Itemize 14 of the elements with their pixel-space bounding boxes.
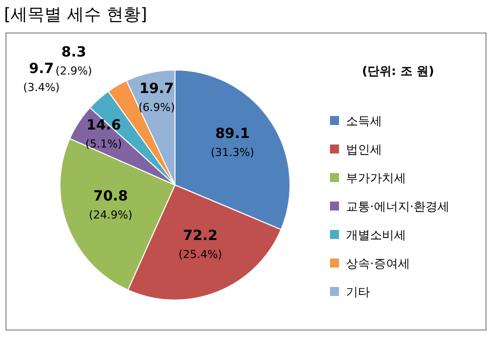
- data-label: 89.1 (31.3%): [210, 126, 254, 159]
- data-label: 72.2 (25.4%): [178, 228, 222, 262]
- data-label: 70.8 (24.9%): [88, 188, 132, 222]
- data-label: 8.3 (2.9%): [56, 44, 92, 78]
- chart-title: [세목별 세수 현황]: [4, 5, 148, 25]
- legend-label: 법인세: [346, 142, 382, 156]
- legend-label: 상속·증여세: [346, 256, 410, 270]
- legend-label: 부가가치세: [346, 171, 406, 185]
- legend-label: 기타: [346, 285, 370, 299]
- legend-label: 개별소비세: [346, 228, 406, 242]
- legend-label: 소득세: [346, 114, 382, 128]
- legend-label: 교통·에너지·환경세: [346, 200, 450, 214]
- legend-title: (단위: 조 원): [362, 64, 434, 78]
- data-label: 19.7 (6.9%): [138, 80, 175, 114]
